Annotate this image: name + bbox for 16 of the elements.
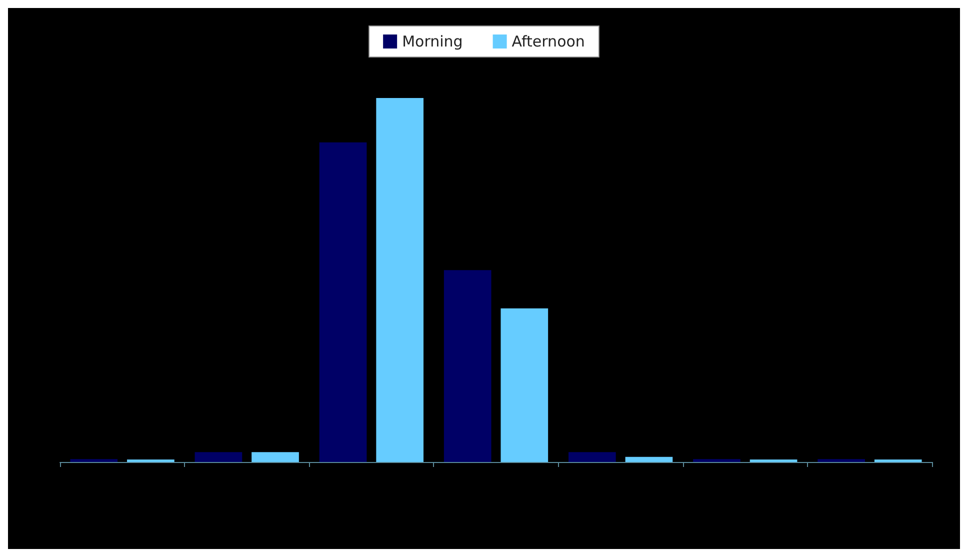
bar — [693, 459, 740, 462]
bar — [127, 459, 174, 462]
bar — [376, 98, 424, 462]
bar — [625, 456, 673, 462]
bar — [194, 452, 242, 462]
bar — [568, 452, 616, 462]
bar — [444, 270, 492, 462]
bar — [750, 459, 798, 462]
bar — [70, 459, 118, 462]
legend-label: Morning — [402, 32, 463, 50]
bar — [500, 308, 548, 462]
bar — [319, 142, 367, 462]
legend-label: Afternoon — [512, 32, 585, 50]
bar — [818, 459, 865, 462]
bar — [874, 459, 922, 462]
bar — [252, 452, 299, 462]
